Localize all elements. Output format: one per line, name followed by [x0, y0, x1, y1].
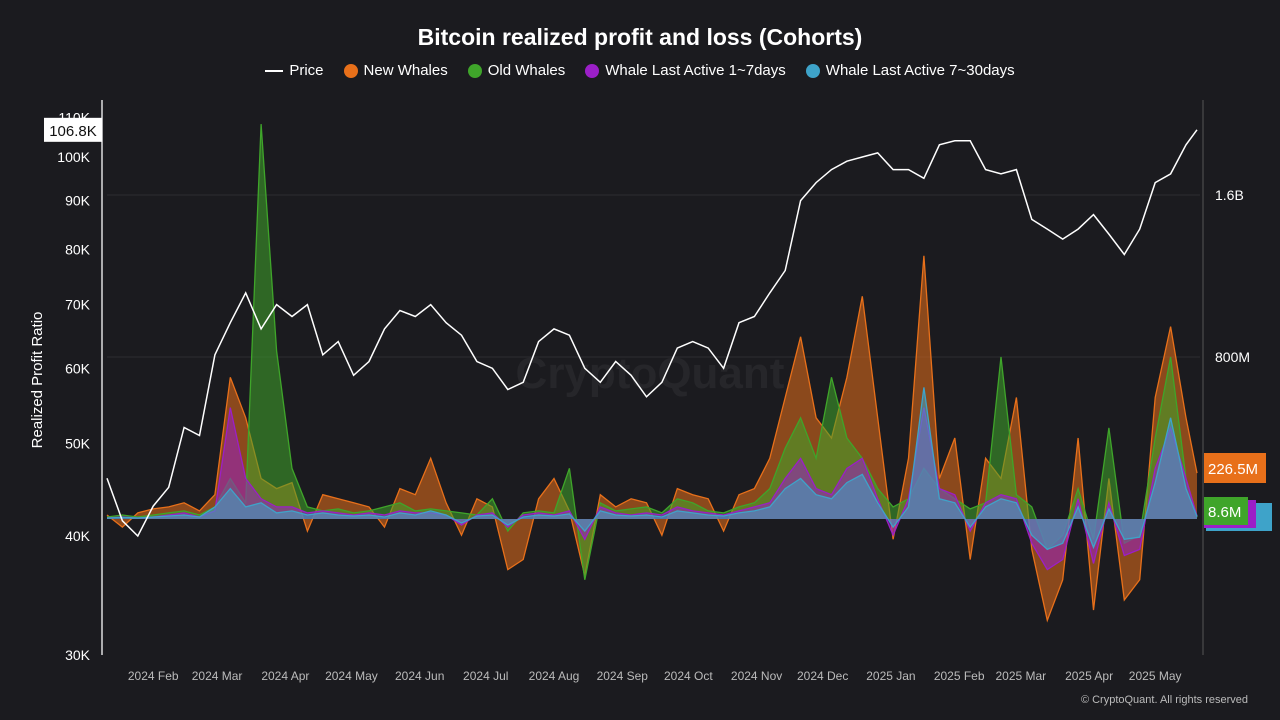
legend-label: Price	[289, 62, 324, 79]
x-tick-label: 2024 Oct	[664, 669, 713, 683]
active-1-7-swatch	[585, 63, 600, 78]
copyright: © CryptoQuant. All rights reserved	[1080, 694, 1248, 706]
x-tick-label: 2024 Jun	[395, 669, 444, 683]
left-tick-label: 60K	[65, 360, 91, 376]
legend-item-active-1-7[interactable]: Whale Last Active 1~7days	[585, 62, 786, 79]
left-tick-label: 30K	[65, 647, 91, 663]
old-whales-last-label: 8.6M	[1208, 504, 1241, 521]
legend-label: Whale Last Active 1~7days	[605, 62, 786, 79]
legend-label: Old Whales	[487, 62, 566, 79]
legend-item-price[interactable]: Price	[265, 62, 324, 79]
x-tick-label: 2025 Feb	[934, 669, 985, 683]
x-tick-label: 2024 Dec	[797, 669, 848, 683]
legend: Price New Whales Old Whales Whale Last A…	[0, 62, 1280, 79]
legend-item-new-whales[interactable]: New Whales	[343, 62, 448, 79]
x-tick-label: 2024 Mar	[192, 669, 243, 683]
new-whales-swatch	[343, 63, 358, 78]
left-tick-label: 90K	[65, 193, 91, 209]
new-whales-last-label: 226.5M	[1208, 461, 1258, 478]
left-tick-label: 100K	[57, 149, 90, 165]
area-whale-last-active-7-30days	[107, 387, 1197, 550]
y-axis-label: Realized Profit Ratio	[29, 312, 46, 449]
x-tick-label: 2025 Apr	[1065, 669, 1113, 683]
x-tick-label: 2025 May	[1129, 669, 1182, 683]
line-old-whales	[106, 124, 1198, 580]
x-tick-label: 2024 May	[325, 669, 378, 683]
new-whales-last-tag	[1204, 453, 1266, 483]
watermark: CryptoQuant	[516, 349, 785, 398]
left-tick-label: 80K	[65, 241, 91, 257]
old-whales-swatch	[467, 63, 482, 78]
price-last-tag	[44, 117, 102, 142]
legend-item-old-whales[interactable]: Old Whales	[467, 62, 566, 79]
price-line	[106, 129, 1198, 538]
area-new-whales	[107, 255, 1197, 621]
price-swatch	[265, 69, 284, 72]
x-tick-label: 2024 Nov	[731, 669, 782, 683]
legend-item-active-7-30[interactable]: Whale Last Active 7~30days	[805, 62, 1015, 79]
x-tick-label: 2024 Sep	[597, 669, 649, 683]
active-7-30-swatch	[805, 63, 820, 78]
line-whale-last-active-1-7days	[106, 407, 1198, 571]
x-tick-label: 2024 Apr	[261, 669, 309, 683]
left-tick-label: 70K	[65, 297, 91, 313]
x-tick-label: 2024 Feb	[128, 669, 179, 683]
legend-label: Whale Last Active 7~30days	[825, 62, 1015, 79]
left-tick-label: 40K	[65, 528, 91, 544]
legend-label: New Whales	[363, 62, 448, 79]
x-tick-label: 2025 Jan	[866, 669, 915, 683]
x-tick-label: 2024 Aug	[529, 669, 580, 683]
x-tick-label: 2024 Jul	[463, 669, 508, 683]
old-whales-last-tag	[1204, 497, 1248, 525]
x-tick-label: 2025 Mar	[995, 669, 1046, 683]
line-whale-last-active-7-30days	[106, 387, 1198, 551]
right-tick-label: 1.6B	[1215, 187, 1244, 203]
left-tick-label: 50K	[65, 436, 91, 452]
price-last-label: 106.8K	[49, 123, 97, 140]
right-tick-label: 800M	[1215, 349, 1250, 365]
chart-title: Bitcoin realized profit and loss (Cohort…	[417, 24, 863, 50]
